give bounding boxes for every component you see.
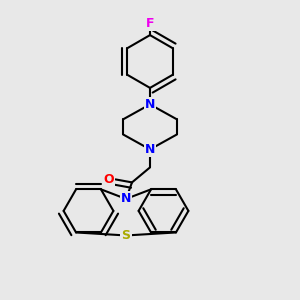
Text: N: N xyxy=(121,192,131,206)
Text: F: F xyxy=(146,16,154,30)
Text: O: O xyxy=(103,173,114,186)
Text: S: S xyxy=(122,229,130,242)
Text: N: N xyxy=(145,98,155,111)
Text: N: N xyxy=(145,143,155,156)
